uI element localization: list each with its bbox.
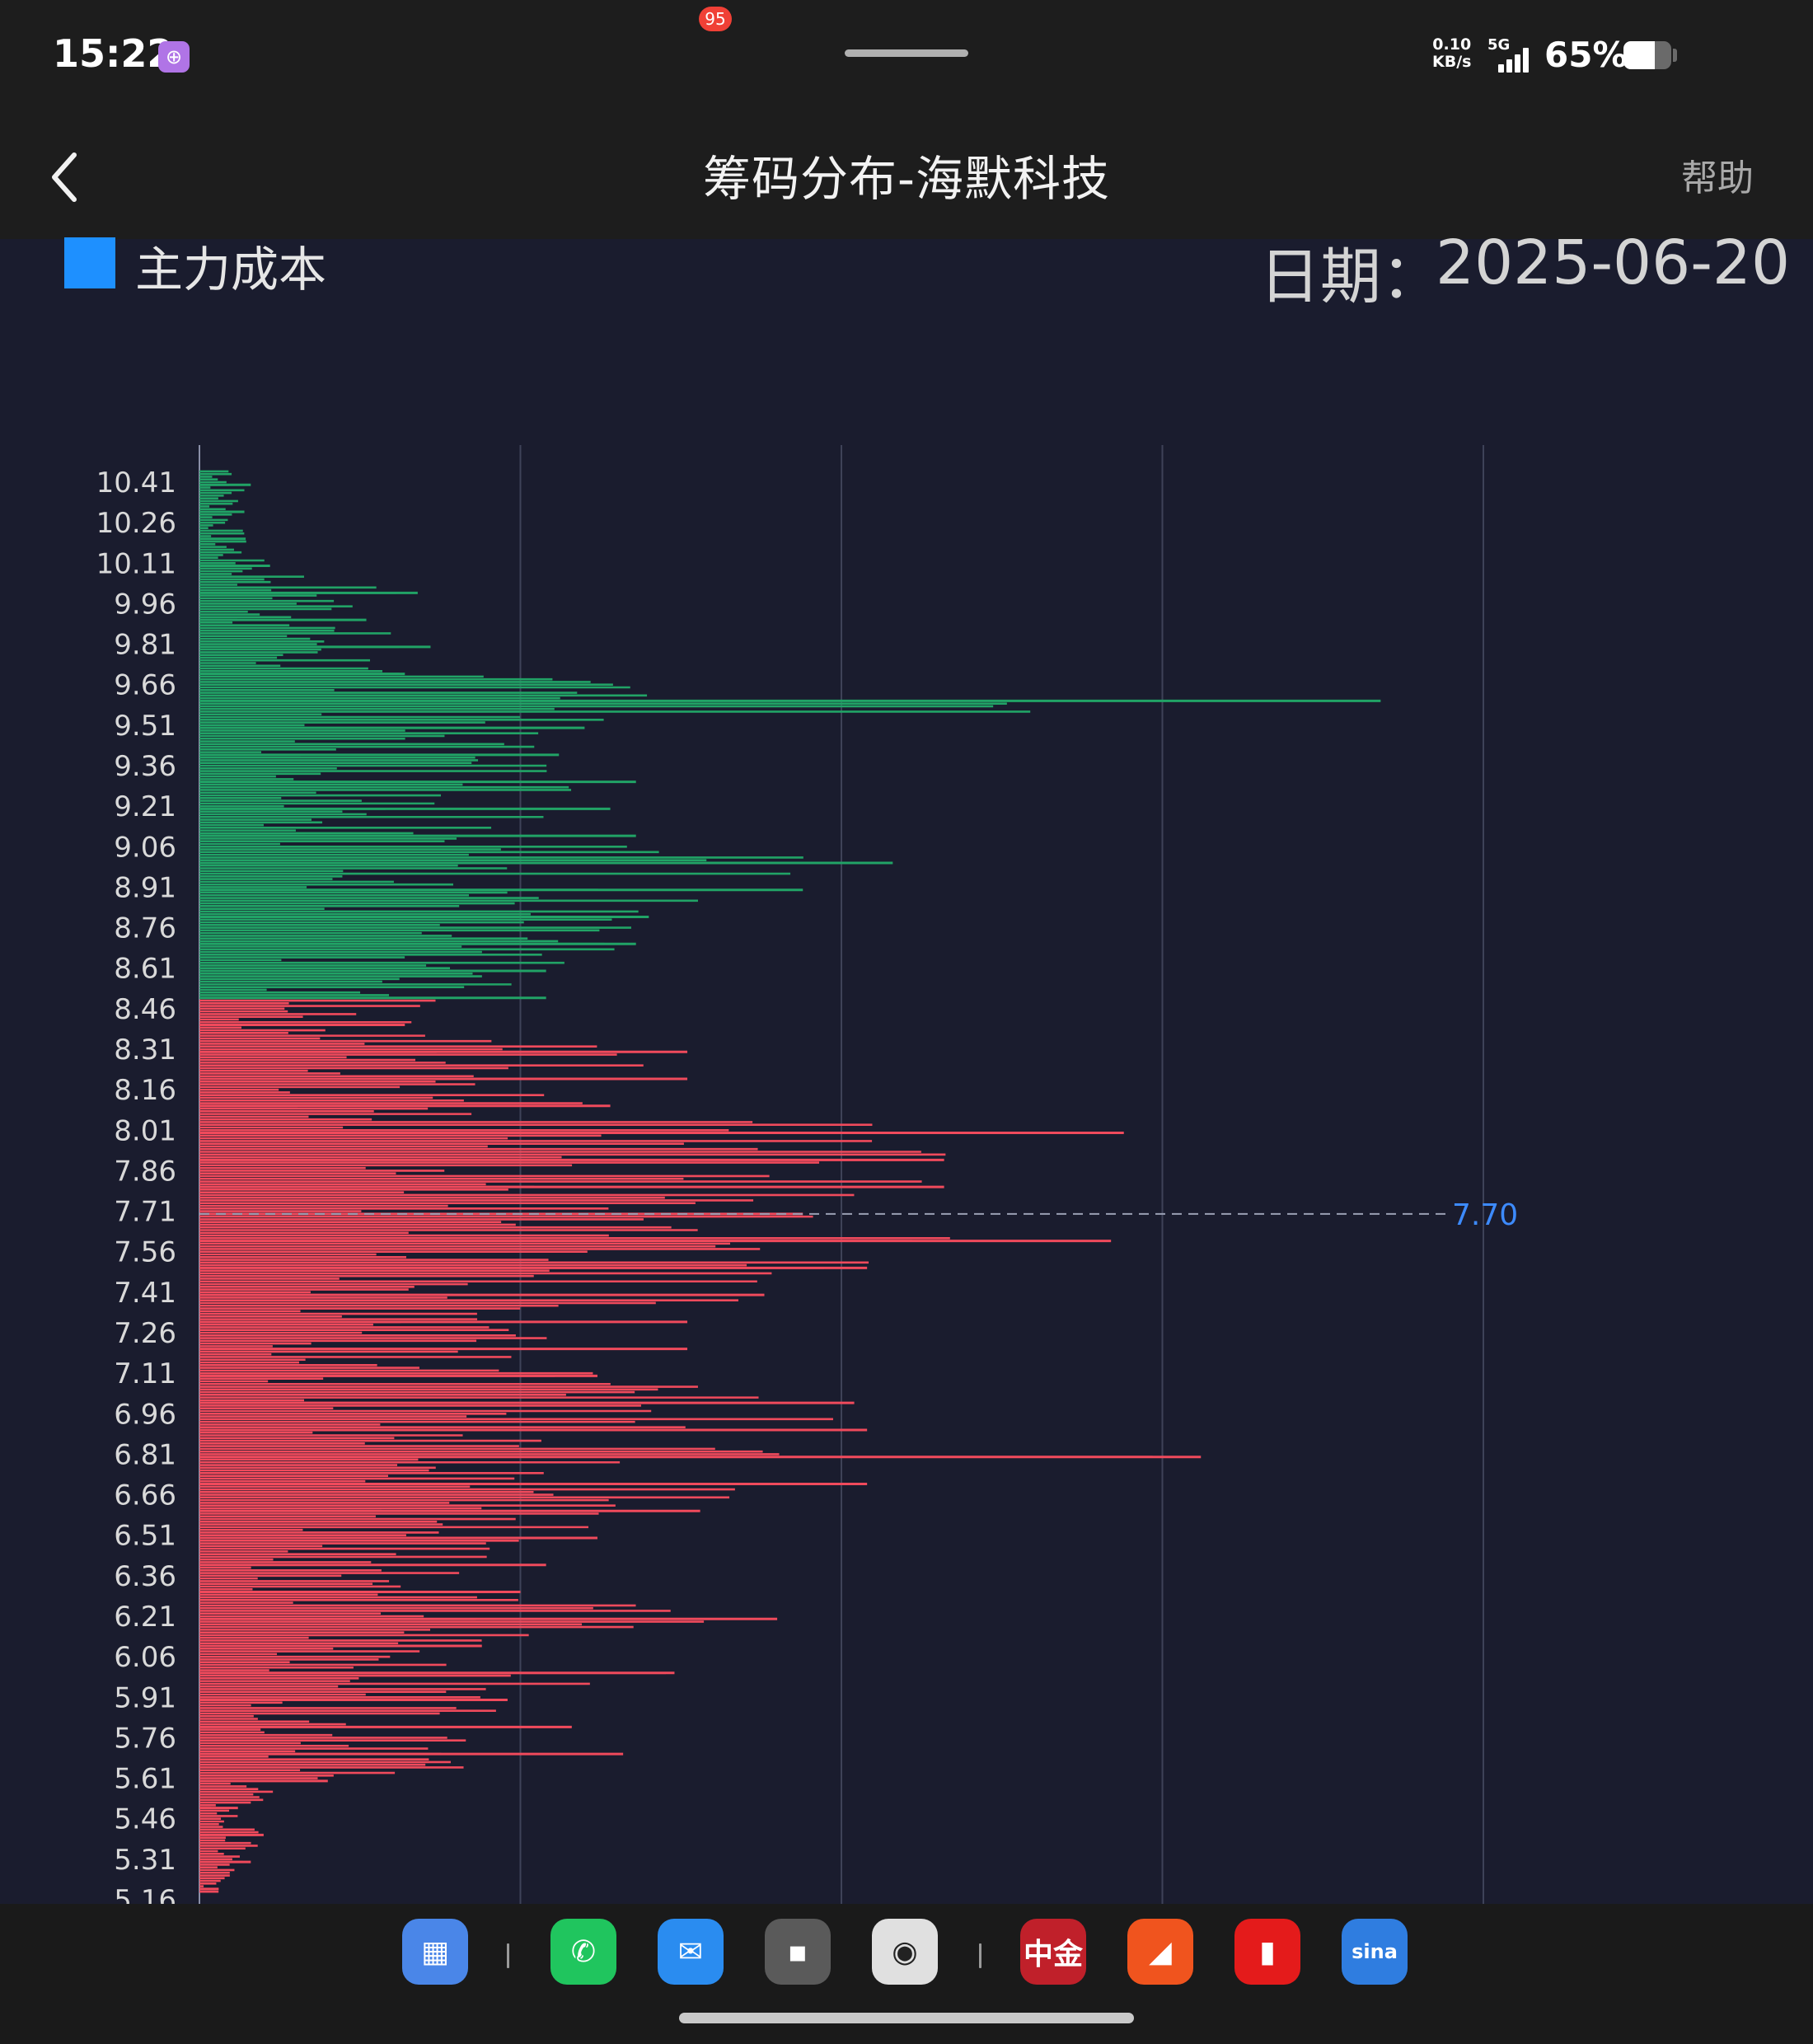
help-button[interactable]: 帮助 (1681, 157, 1754, 199)
status-time: 15:22 (53, 31, 174, 76)
y-tick-label: 9.06 (114, 831, 176, 864)
camera-icon-glyph: ◉ (892, 1934, 918, 1969)
date-value: 2025-06-20 (1436, 227, 1791, 298)
y-tick-label: 8.76 (114, 912, 176, 945)
cicc-wealth-icon-glyph: 中金 (1023, 1938, 1083, 1971)
y-tick-label: 6.51 (114, 1520, 176, 1553)
eastmoney-icon-glyph: ◢ (1149, 1934, 1172, 1969)
sina-finance-icon[interactable]: sina (1342, 1919, 1408, 1985)
pin-icon: ⊕ (158, 41, 190, 73)
page-title: 筹码分布-海默科技 (703, 151, 1110, 207)
y-tick-label: 9.81 (114, 629, 176, 662)
home-indicator[interactable] (679, 2013, 1134, 2023)
network-speed: 0.10 KB/s (1432, 36, 1471, 71)
y-tick-label: 6.06 (114, 1641, 176, 1674)
y-tick-label: 6.81 (114, 1438, 176, 1471)
y-tick-label: 9.96 (114, 588, 176, 621)
messages-icon-glyph: ✉ (677, 1934, 704, 1969)
cicc-wealth-icon[interactable]: 中金 (1020, 1919, 1086, 1985)
app-drawer-icon[interactable]: ▦ (402, 1919, 468, 1985)
y-tick-label: 6.36 (114, 1560, 176, 1593)
date-label: 日期： (1259, 241, 1442, 312)
messages-badge: 95 (699, 7, 732, 31)
main-cost-legend-label: 主力成本 (135, 241, 327, 298)
y-tick-label: 9.36 (114, 750, 176, 783)
battery-icon (1623, 41, 1671, 69)
sina-finance-icon-glyph: sina (1352, 1940, 1398, 1963)
y-tick-label: 6.66 (114, 1479, 176, 1512)
y-tick-label: 7.11 (114, 1357, 176, 1390)
y-tick-label: 5.91 (114, 1681, 176, 1714)
folder-icon-glyph: ▪ (787, 1934, 808, 1969)
y-tick-label: 9.21 (114, 790, 176, 823)
network-speed-unit: KB/s (1432, 53, 1472, 71)
y-tick-label: 9.66 (114, 669, 176, 702)
phone-icon-glyph: ✆ (570, 1934, 597, 1969)
dock-separator (979, 1943, 981, 1968)
y-tick-label: 8.91 (114, 871, 176, 904)
y-tick-label: 10.41 (96, 466, 176, 499)
app-header: 筹码分布-海默科技 帮助 (0, 115, 1813, 239)
y-tick-label: 7.86 (114, 1155, 176, 1188)
notification-handle[interactable] (845, 49, 968, 57)
eastmoney-icon[interactable]: ◢ (1127, 1919, 1193, 1985)
y-tick-label: 8.01 (114, 1114, 176, 1147)
dock-separator (507, 1943, 509, 1968)
y-tick-label: 8.16 (114, 1074, 176, 1107)
app-drawer-icon-glyph: ▦ (420, 1934, 449, 1969)
signal-icon (1498, 46, 1534, 73)
y-tick-label: 5.76 (114, 1722, 176, 1755)
chevron-left-icon[interactable] (46, 140, 104, 214)
y-tick-label: 7.26 (114, 1317, 176, 1350)
battery-percent: 65% (1544, 35, 1628, 75)
main-cost-legend-swatch (64, 237, 115, 288)
y-tick-label: 8.31 (114, 1034, 176, 1067)
y-tick-label: 6.96 (114, 1398, 176, 1431)
y-tick-label: 8.46 (114, 993, 176, 1026)
folder-icon[interactable]: ▪ (765, 1919, 831, 1985)
y-tick-label: 6.21 (114, 1601, 176, 1634)
y-tick-label: 7.71 (114, 1196, 176, 1229)
status-bar: 15:22 ⊕ 0.10 KB/s 5G 65% (0, 0, 1813, 115)
messages-icon[interactable]: ✉ (658, 1919, 724, 1985)
battery-tip (1673, 49, 1677, 62)
y-tick-label: 10.26 (96, 507, 176, 540)
y-tick-label: 5.31 (114, 1844, 176, 1877)
y-tick-label: 9.51 (114, 710, 176, 743)
phone-icon[interactable]: ✆ (550, 1919, 616, 1985)
y-tick-label: 5.16 (114, 1884, 176, 1904)
y-tick-label: 8.61 (114, 953, 176, 986)
network-speed-value: 0.10 (1432, 35, 1472, 54)
stock-chart-app-icon-glyph: ▮ (1259, 1934, 1276, 1969)
network-type: 5G (1487, 36, 1511, 54)
y-tick-label: 7.56 (114, 1236, 176, 1269)
y-tick-label: 5.46 (114, 1803, 176, 1836)
chip-distribution-chart: 10.41 10.26 10.11 9.96 9.81 9.66 9.51 9.36 9.21 9… (96, 445, 1518, 1904)
main-cost-label: 7.70 (1452, 1198, 1518, 1232)
camera-icon[interactable]: ◉ (872, 1919, 938, 1985)
stock-chart-app-icon[interactable]: ▮ (1234, 1919, 1300, 1985)
y-tick-label: 5.61 (114, 1763, 176, 1796)
y-tick-label: 10.11 (96, 547, 176, 580)
battery-fill (1623, 41, 1655, 69)
y-tick-label: 7.41 (114, 1277, 176, 1310)
